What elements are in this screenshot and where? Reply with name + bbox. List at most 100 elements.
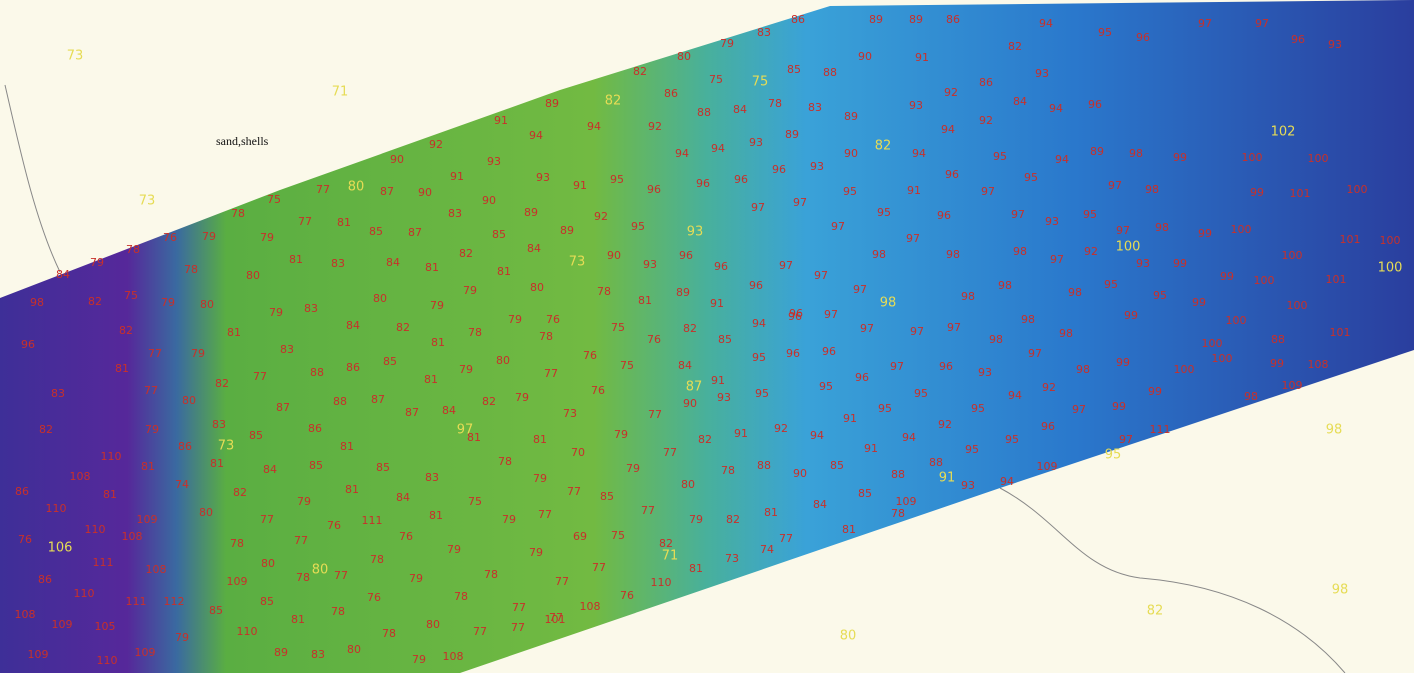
sounding: 109 — [227, 575, 248, 588]
sounding: 81 — [764, 506, 778, 519]
sounding: 96 — [1136, 31, 1150, 44]
sounding: 99 — [1198, 227, 1212, 240]
sounding: 79 — [145, 423, 159, 436]
sounding: 95 — [819, 380, 833, 393]
sounding: 78 — [184, 263, 198, 276]
sounding: 98 — [998, 279, 1012, 292]
sounding: 99 — [1270, 357, 1284, 370]
sounding: 76 — [163, 231, 177, 244]
sounding: 78 — [891, 507, 905, 520]
sounding: 94 — [675, 147, 689, 160]
sounding: 82 — [39, 423, 53, 436]
sounding: 99 — [1173, 257, 1187, 270]
sounding: 95 — [1104, 278, 1118, 291]
sounding: 97 — [906, 232, 920, 245]
sounding: 81 — [289, 253, 303, 266]
sounding: 80 — [677, 50, 691, 63]
sounding: 93 — [487, 155, 501, 168]
sounding: 90 — [482, 194, 496, 207]
sounding: 81 — [115, 362, 129, 375]
sounding: 99 — [1192, 296, 1206, 309]
sounding: 86 — [346, 361, 360, 374]
sounding: 95 — [1098, 26, 1112, 39]
sounding: 91 — [494, 114, 508, 127]
sounding: 77 — [663, 446, 677, 459]
sounding: 79 — [161, 296, 175, 309]
sounding: 83 — [331, 257, 345, 270]
sounding: 80 — [496, 354, 510, 367]
sounding: 91 — [573, 179, 587, 192]
sounding: 74 — [175, 478, 189, 491]
sounding: 92 — [944, 86, 958, 99]
sounding: 86 — [664, 87, 678, 100]
chart-sounding: 102 — [1271, 125, 1296, 140]
sounding: 79 — [447, 543, 461, 556]
chart-sounding: 98 — [1326, 423, 1343, 438]
sounding: 78 — [382, 627, 396, 640]
sounding: 99 — [1173, 151, 1187, 164]
sounding: 78 — [539, 330, 553, 343]
sounding: 70 — [571, 446, 585, 459]
sounding: 83 — [311, 648, 325, 661]
sounding: 82 — [633, 65, 647, 78]
sounding: 77 — [512, 601, 526, 614]
sounding: 79 — [297, 495, 311, 508]
sounding: 83 — [212, 418, 226, 431]
sounding: 77 — [260, 513, 274, 526]
sounding: 96 — [1088, 98, 1102, 111]
sounding: 98 — [30, 296, 44, 309]
sounding: 95 — [993, 150, 1007, 163]
sounding: 92 — [979, 114, 993, 127]
sounding: 92 — [1084, 245, 1098, 258]
sounding: 93 — [717, 391, 731, 404]
sounding: 97 — [981, 185, 995, 198]
sounding: 108 — [146, 563, 167, 576]
sounding: 82 — [119, 324, 133, 337]
sounding: 88 — [891, 468, 905, 481]
sounding: 90 — [793, 467, 807, 480]
sounding: 95 — [1024, 171, 1038, 184]
chart-sounding: 80 — [312, 563, 329, 578]
sounding: 110 — [74, 587, 95, 600]
sounding: 95 — [965, 443, 979, 456]
sounding: 95 — [1005, 433, 1019, 446]
sounding: 100 — [1174, 363, 1195, 376]
sounding: 83 — [425, 471, 439, 484]
sounding: 88 — [929, 456, 943, 469]
sounding: 87 — [405, 406, 419, 419]
sounding: 101 — [1326, 273, 1347, 286]
sounding: 75 — [267, 193, 281, 206]
sounding: 85 — [260, 595, 274, 608]
sounding: 85 — [787, 63, 801, 76]
sounding: 84 — [442, 404, 456, 417]
sounding: 79 — [614, 428, 628, 441]
sounding: 95 — [843, 185, 857, 198]
sounding: 88 — [823, 66, 837, 79]
sounding: 81 — [425, 261, 439, 274]
sounding: 94 — [1008, 389, 1022, 402]
sounding: 77 — [779, 532, 793, 545]
sounding: 79 — [463, 284, 477, 297]
sounding: 89 — [545, 97, 559, 110]
sounding: 84 — [678, 359, 692, 372]
sounding: 78 — [768, 97, 782, 110]
sounding: 80 — [182, 394, 196, 407]
chart-sounding: 95 — [1105, 448, 1122, 463]
sounding: 78 — [468, 326, 482, 339]
sounding: 84 — [527, 242, 541, 255]
chart-sounding: 82 — [875, 139, 892, 154]
sounding: 95 — [878, 402, 892, 415]
sounding: 98 — [1155, 221, 1169, 234]
sounding: 96 — [939, 360, 953, 373]
sounding: 98 — [1013, 245, 1027, 258]
sounding: 95 — [1083, 208, 1097, 221]
sounding: 83 — [51, 387, 65, 400]
sounding: 76 — [399, 530, 413, 543]
sounding: 108 — [15, 608, 36, 621]
sounding: 88 — [757, 459, 771, 472]
sounding: 95 — [1153, 289, 1167, 302]
sounding: 78 — [126, 243, 140, 256]
sounding: 94 — [752, 317, 766, 330]
seabed-note: sand,shells — [216, 134, 269, 148]
chart-sounding: 98 — [880, 296, 897, 311]
